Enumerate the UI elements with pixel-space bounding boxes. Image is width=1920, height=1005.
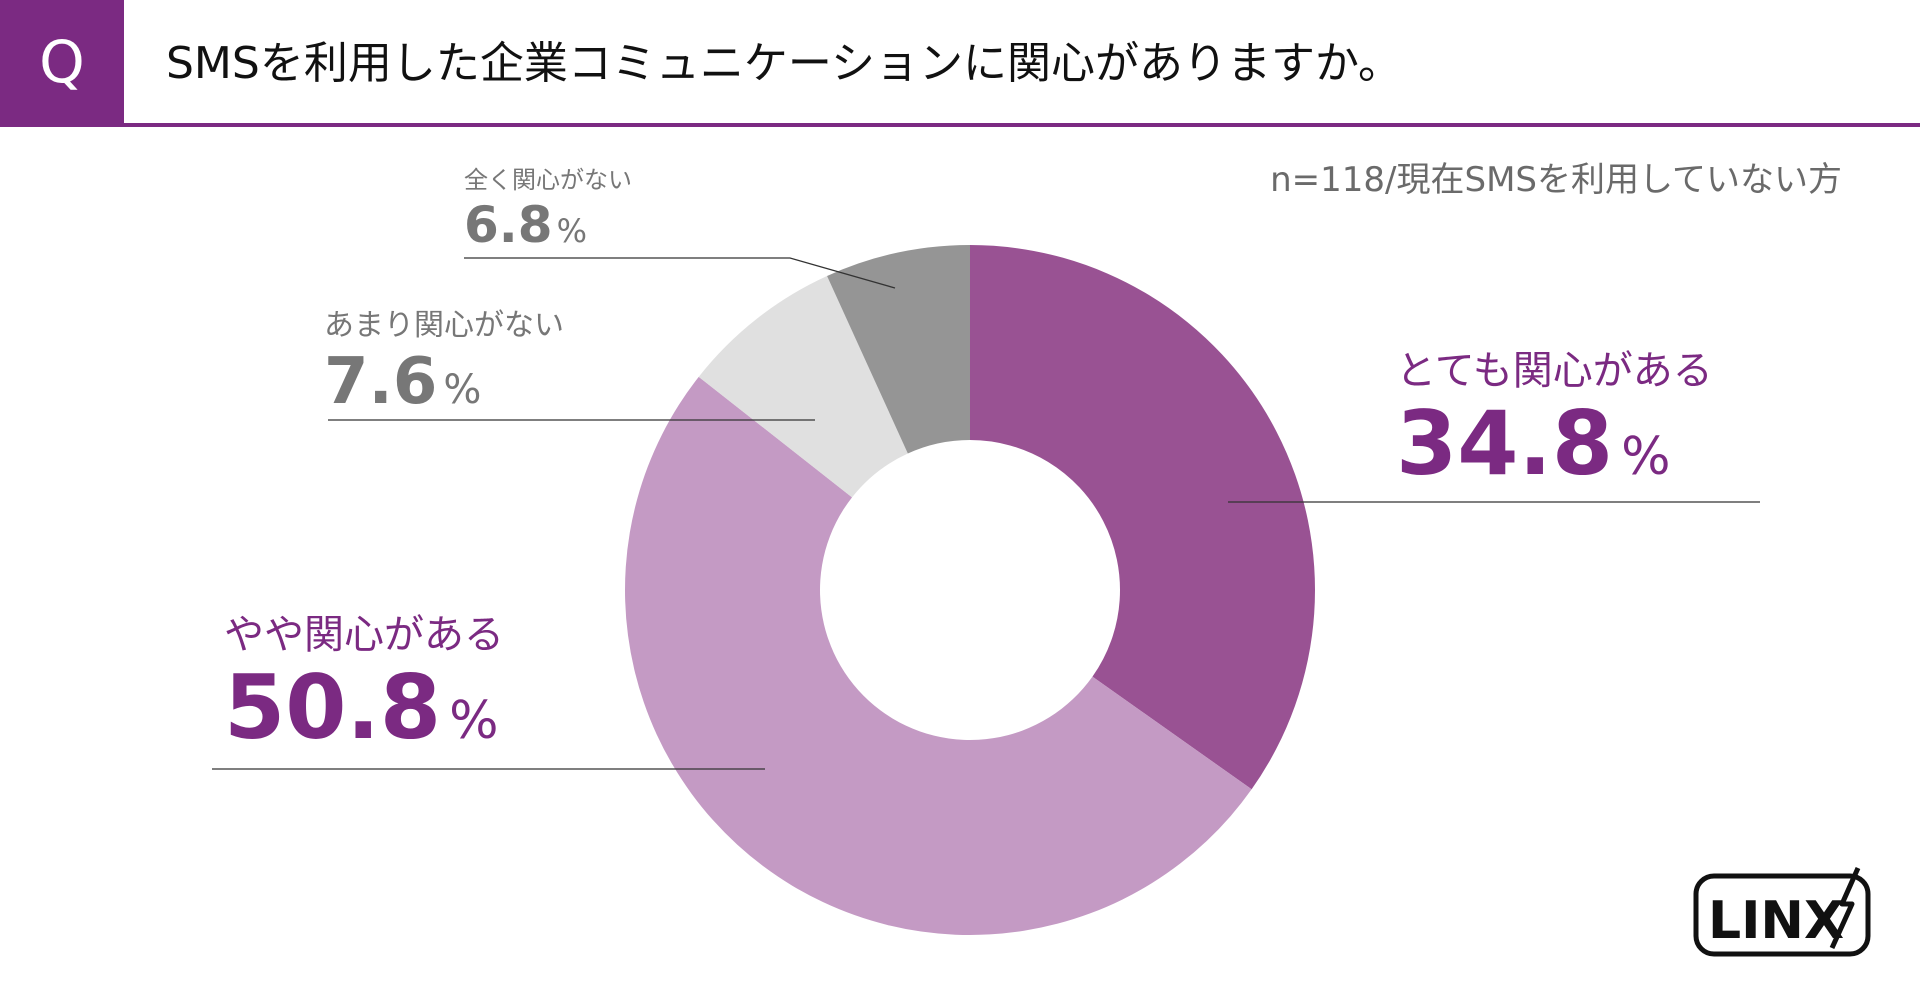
label-not-interested-at-all: 全く関心がない 6.8% xyxy=(464,160,632,255)
percent-sign: % xyxy=(1621,427,1671,487)
value-label: 50.8 xyxy=(224,656,442,759)
value-label: 6.8 xyxy=(464,196,553,254)
label-not-very-interested: あまり関心がない 7.6% xyxy=(324,300,564,420)
label-somewhat-interested: やや関心がある 50.8% xyxy=(224,602,504,756)
value-label: 34.8 xyxy=(1396,392,1614,495)
question-badge: Q xyxy=(0,0,124,124)
slice-very-interested xyxy=(970,245,1316,790)
percent-sign: % xyxy=(443,367,482,413)
label-very-interested: とても関心がある 34.8% xyxy=(1396,338,1713,492)
logo-text: LINX xyxy=(1708,891,1844,951)
percent-sign: % xyxy=(556,212,587,250)
linx-logo: LINX xyxy=(1693,866,1871,957)
category-label: 全く関心がない xyxy=(464,166,632,194)
question-title: SMSを利用した企業コミュニケーションに関心がありますか。 xyxy=(166,38,1403,89)
slice-not-interested-at-all xyxy=(827,245,970,454)
slice-not-very-interested xyxy=(698,276,908,498)
leader-not-interested-at-all xyxy=(464,257,896,289)
category-label: とても関心がある xyxy=(1396,348,1713,394)
sample-size-note: n=118/現在SMSを利用していない方 xyxy=(1270,160,1842,200)
category-label: あまり関心がない xyxy=(324,308,564,343)
percent-sign: % xyxy=(449,691,499,751)
slice-somewhat-interested xyxy=(625,376,1252,935)
title-divider xyxy=(0,123,1920,127)
value-label: 7.6 xyxy=(324,345,438,419)
category-label: やや関心がある xyxy=(224,612,504,658)
